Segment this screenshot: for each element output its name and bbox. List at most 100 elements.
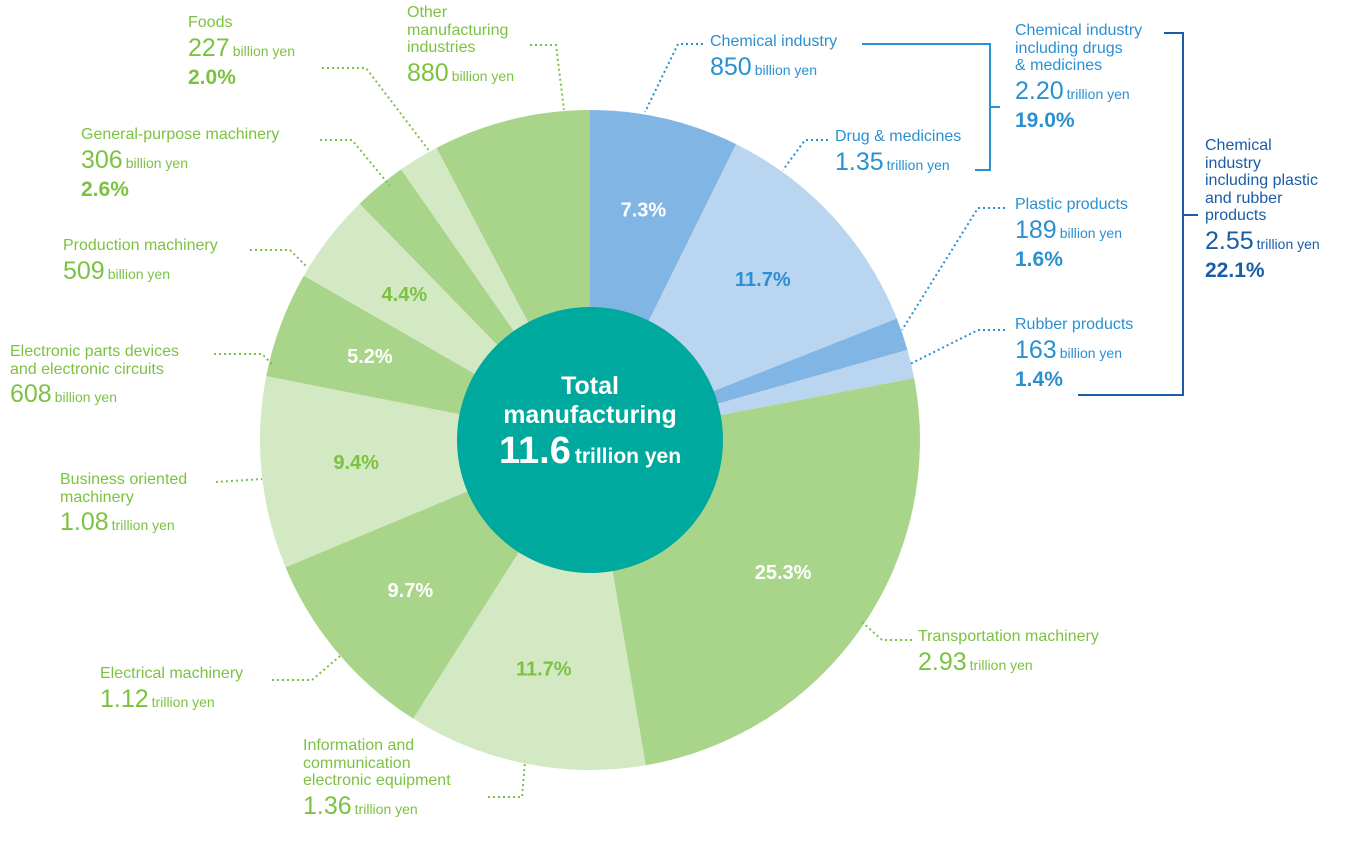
slice-percent: 2.0% [188, 66, 236, 90]
slice-percent: 9.4% [333, 452, 379, 474]
slice-amount: 850 [710, 52, 752, 81]
slice-amount: 163 [1015, 335, 1057, 364]
leader-line [272, 655, 341, 681]
center-label: Total manufacturing 11.6 trillion yen [457, 372, 723, 473]
leader-line [644, 43, 703, 113]
center-unit: trillion yen [574, 444, 682, 468]
slice-amount-line: 1.36 trillion yen [303, 791, 451, 821]
slice-amount-line: 509 billion yen [63, 256, 218, 286]
leader-line [320, 139, 391, 187]
slice-unit: billion yen [1059, 344, 1122, 361]
slice-name: Information and communication electronic… [303, 737, 451, 790]
slice-name: General-purpose machinery [81, 126, 280, 143]
slice-unit: billion yen [754, 61, 817, 78]
slice-amount-line: 163 billion yen [1015, 335, 1133, 365]
leader-line [215, 478, 263, 483]
slice-unit: trillion yen [354, 800, 418, 817]
slice-unit: billion yen [1059, 224, 1122, 241]
center-title: Total manufacturing [503, 372, 677, 429]
slice-label: Electrical machinery 1.12 trillion yen [100, 665, 243, 713]
slice-label: Plastic products 189 billion yen 1.6% [1015, 196, 1128, 271]
slice-amount: 1.08 [60, 508, 109, 537]
slice-amount: 227 [188, 33, 230, 62]
leader-line [250, 249, 307, 267]
slice-label: Information and communication electronic… [303, 737, 451, 820]
slice-amount-line: 608 billion yen [10, 380, 179, 409]
slice-amount-line: 880 billion yen [407, 58, 514, 88]
bracket [862, 43, 1000, 171]
slice-percent: 2.6% [81, 178, 129, 202]
slice-amount: 509 [63, 256, 105, 285]
slice-amount-line: 850 billion yen [710, 52, 837, 82]
slice-unit: billion yen [451, 67, 514, 84]
leader-line [214, 353, 273, 365]
group-label: Chemical industry including plastic and … [1205, 137, 1320, 283]
slice-label: Rubber products 163 billion yen 1.4% [1015, 316, 1133, 391]
slice-percent: 4.4% [382, 284, 428, 306]
slice-amount: 880 [407, 58, 449, 87]
slice-amount: 1.36 [303, 791, 352, 820]
leader-line [901, 207, 1005, 331]
slice-label: Foods 227 billion yen 2.0% [188, 14, 295, 89]
slice-label: Chemical industry 850 billion yen [710, 33, 837, 81]
group-label: Chemical industry including drugs & medi… [1015, 22, 1142, 132]
slice-amount: 306 [81, 145, 123, 174]
group-percent: 22.1% [1205, 259, 1265, 283]
slice-percent: 11.7% [735, 269, 791, 291]
leader-lines [214, 43, 1005, 798]
slice-name: Transportation machinery [918, 628, 1099, 645]
leader-line [909, 329, 1005, 365]
group-amount: 2.55 [1205, 226, 1254, 255]
leader-line [861, 621, 912, 641]
bracket [1078, 32, 1198, 396]
slice-label: Other manufacturing industries 880 billion… [407, 4, 514, 87]
slice-amount: 1.35 [835, 147, 884, 176]
slice-percent: 1.4% [1015, 368, 1063, 392]
slice-percent: 11.7% [516, 659, 572, 681]
slice-amount: 1.12 [100, 684, 149, 713]
slice-unit: billion yen [232, 42, 295, 59]
slice-name: Electronic parts devices and electronic … [10, 343, 179, 378]
slice-amount-line: 1.08 trillion yen [60, 508, 187, 537]
slice-percent: 9.7% [388, 580, 434, 602]
slice-percent: 25.3% [755, 562, 812, 584]
leader-line [782, 139, 828, 171]
center-circle [457, 307, 723, 573]
slice-amount-line: 189 billion yen [1015, 215, 1128, 245]
slice-label: Transportation machinery 2.93 trillion yen [918, 628, 1099, 676]
slice-amount: 189 [1015, 215, 1057, 244]
group-amount: 2.20 [1015, 76, 1064, 105]
slice-name: Other manufacturing industries [407, 4, 509, 57]
slice-amount-line: 227 billion yen [188, 33, 295, 63]
slice-name: Business oriented machinery [60, 471, 188, 506]
group-name: Chemical industry including drugs & medi… [1015, 22, 1143, 75]
brackets [862, 32, 1198, 396]
slice-unit: billion yen [107, 265, 170, 282]
slice-name: Plastic products [1015, 196, 1128, 213]
center-amount: 11.6 [498, 429, 571, 472]
slice-percent: 1.6% [1015, 248, 1063, 272]
slice-unit: billion yen [54, 389, 117, 406]
slice-unit: trillion yen [111, 517, 175, 534]
leader-line [530, 44, 565, 111]
slice-amount: 2.93 [918, 647, 967, 676]
slice-name: Rubber products [1015, 316, 1134, 333]
group-unit: trillion yen [1256, 235, 1320, 252]
slice-name: Foods [188, 14, 233, 31]
slice-label: Drug & medicines 1.35 trillion yen [835, 128, 961, 176]
group-percent: 19.0% [1015, 109, 1075, 133]
leader-line [488, 761, 526, 798]
slice-amount-line: 2.93 trillion yen [918, 647, 1099, 677]
slice-unit: trillion yen [969, 656, 1033, 673]
slice-label: Business oriented machinery 1.08 trillion … [60, 471, 187, 537]
slice-name: Chemical industry [710, 33, 838, 50]
slice-name: Production machinery [63, 237, 218, 254]
slice-amount-line: 1.35 trillion yen [835, 147, 961, 177]
slice-percent: 5.2% [347, 346, 393, 368]
slice-label: Production machinery 509 billion yen [63, 237, 218, 285]
slice-label: Electronic parts devices and electronic … [10, 343, 179, 409]
slice-name: Drug & medicines [835, 128, 962, 145]
slice-label: General-purpose machinery 306 billion yen 2… [81, 126, 279, 201]
